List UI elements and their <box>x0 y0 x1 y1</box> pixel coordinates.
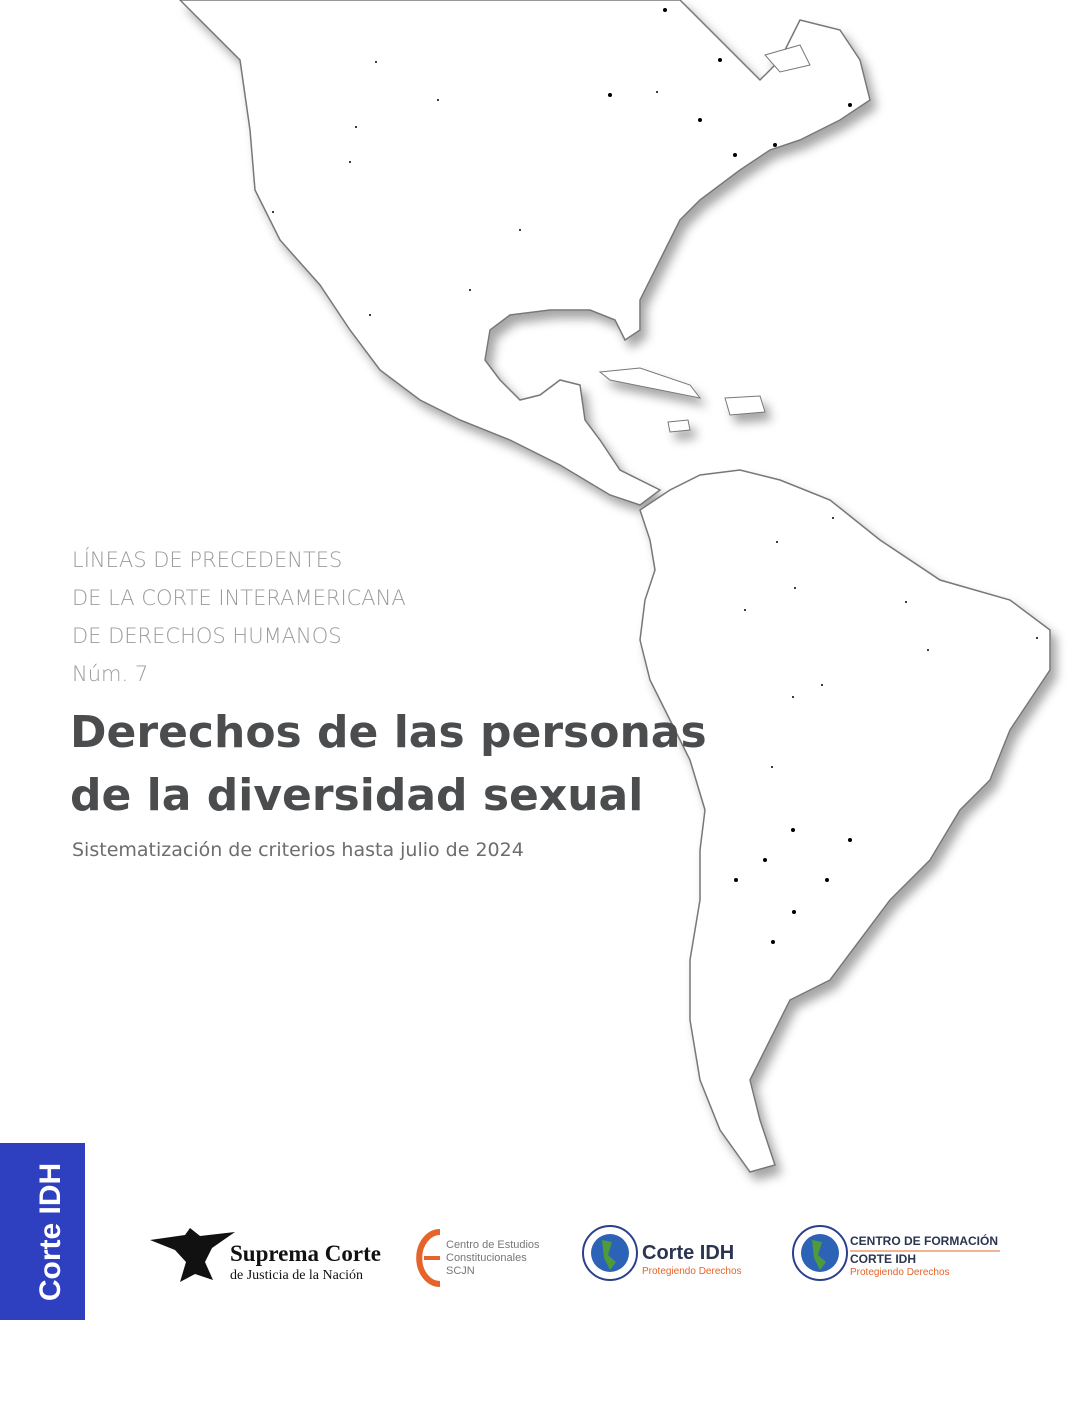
network-node <box>734 878 738 882</box>
logo-text: CENTRO DE FORMACIÓN <box>850 1233 998 1248</box>
network-node <box>792 910 796 914</box>
island <box>724 395 766 416</box>
network-node <box>355 126 357 128</box>
network-node <box>821 684 823 686</box>
title: de la diversidad sexual <box>70 770 643 821</box>
side-tab <box>0 1143 85 1320</box>
network-node <box>927 649 929 651</box>
network-node <box>771 766 773 768</box>
logo-text: Suprema Corte <box>230 1241 381 1266</box>
title: Derechos de las personas <box>70 707 707 758</box>
network-node <box>559 329 561 331</box>
network-node <box>776 541 778 543</box>
network <box>734 517 1038 944</box>
island <box>667 419 691 433</box>
network-node <box>825 878 829 882</box>
map <box>179 0 1051 1173</box>
network-node <box>369 314 371 316</box>
network-node <box>905 601 907 603</box>
globe-land <box>812 1240 826 1270</box>
network-node <box>1036 637 1038 639</box>
network-node <box>791 828 795 832</box>
logo-text: Corte IDH <box>642 1242 734 1264</box>
network-node <box>792 696 794 698</box>
network-node <box>698 118 702 122</box>
island <box>598 367 702 399</box>
c-mark <box>416 1229 441 1287</box>
network-node <box>773 143 777 147</box>
series-label: DE LA CORTE INTERAMERICANA <box>72 586 406 610</box>
side-tab-label: Corte IDH <box>34 1163 67 1301</box>
network-node <box>437 99 439 101</box>
logo-text: Constitucionales <box>446 1252 527 1264</box>
north-america <box>179 0 871 506</box>
network-node <box>744 609 746 611</box>
network-node <box>656 91 658 93</box>
logo-corte: Corte IDH Protegiendo Derechos <box>582 1225 742 1281</box>
network-node <box>349 161 351 163</box>
globe-land <box>602 1240 616 1270</box>
network-node <box>519 229 521 231</box>
south-america <box>639 469 1051 1173</box>
logo-text: Protegiendo Derechos <box>850 1267 950 1278</box>
logo-text: de Justicia de la Nación <box>230 1268 363 1283</box>
network-node <box>611 329 613 331</box>
network-node <box>794 587 796 589</box>
network-node <box>608 93 612 97</box>
globe <box>591 1234 629 1272</box>
logo-cec: Centro de Estudios Constitucionales SCJN <box>416 1229 540 1287</box>
logo-text: CORTE IDH <box>850 1252 916 1266</box>
series-label: LÍNEAS DE PRECEDENTES <box>72 547 342 572</box>
network-node <box>832 517 834 519</box>
eagle <box>150 1228 235 1282</box>
series-label: DE DERECHOS HUMANOS <box>72 624 342 648</box>
network-node <box>663 8 667 12</box>
network-node <box>763 858 767 862</box>
network-node <box>718 58 722 62</box>
network-node <box>272 211 274 213</box>
logo-centro: CENTRO DE FORMACIÓN CORTE IDH Protegiend… <box>792 1225 1000 1281</box>
globe <box>801 1234 839 1272</box>
series-number: Núm. 7 <box>72 662 148 686</box>
network-node <box>469 289 471 291</box>
network-node <box>733 153 737 157</box>
network-node <box>848 103 852 107</box>
logo-text: SCJN <box>446 1265 475 1277</box>
logo-scjn: Suprema Corte de Justicia de la Nación <box>150 1228 381 1283</box>
network-node <box>848 838 852 842</box>
subtitle: Sistematización de criterios hasta julio… <box>72 839 524 861</box>
network-node <box>771 940 775 944</box>
logo-text: Protegiendo Derechos <box>642 1266 742 1277</box>
logo-text: Centro de Estudios <box>446 1239 540 1251</box>
island <box>764 44 811 73</box>
network-node <box>375 61 377 63</box>
